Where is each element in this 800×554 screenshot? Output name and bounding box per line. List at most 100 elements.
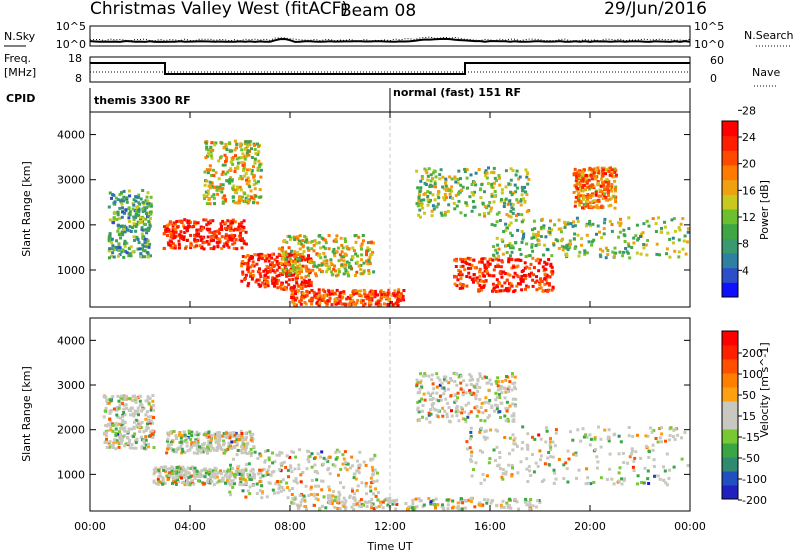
echo-cell xyxy=(464,201,468,205)
echo-cell xyxy=(309,258,313,262)
echo-cell xyxy=(494,459,498,463)
echo-cell xyxy=(127,397,131,401)
colorbar-swatch xyxy=(722,150,738,166)
echo-cell xyxy=(255,262,259,266)
echo-cell xyxy=(251,274,255,277)
echo-cell xyxy=(217,431,221,434)
echo-cell xyxy=(538,500,542,504)
echo-cell xyxy=(477,410,481,414)
echo-cell xyxy=(315,493,319,497)
echo-cell xyxy=(473,190,476,194)
echo-cell xyxy=(642,481,646,485)
echo-cell xyxy=(243,142,247,146)
echo-cell xyxy=(574,453,578,457)
echo-cell xyxy=(121,415,125,419)
echo-cell xyxy=(524,274,528,277)
echo-cell xyxy=(143,436,147,440)
x-tick-label: 00:00 xyxy=(74,520,106,533)
echo-cell xyxy=(242,469,246,473)
echo-cell xyxy=(574,185,578,189)
echo-cell xyxy=(137,422,141,426)
echo-cell xyxy=(265,257,269,260)
echo-cell xyxy=(573,247,577,250)
echo-cell xyxy=(602,232,606,236)
echo-cell xyxy=(249,469,253,473)
echo-cell xyxy=(539,454,543,458)
echo-cell xyxy=(264,284,268,288)
echo-cell xyxy=(470,278,474,282)
echo-cell xyxy=(105,446,109,449)
echo-cell xyxy=(291,487,294,490)
echo-cell xyxy=(285,271,289,275)
echo-cell xyxy=(305,289,309,293)
echo-cell xyxy=(552,241,556,245)
echo-cell xyxy=(356,254,359,258)
echo-cell xyxy=(322,259,326,263)
echo-cell xyxy=(627,244,631,248)
echo-cell xyxy=(641,231,645,235)
echo-cell xyxy=(187,471,191,475)
echo-cell xyxy=(114,447,118,451)
echo-cell xyxy=(493,195,497,198)
echo-cell xyxy=(505,287,509,291)
colorbar-swatch xyxy=(722,253,738,269)
echo-cell xyxy=(574,451,578,455)
echo-cell xyxy=(513,183,517,187)
echo-cell xyxy=(504,185,508,189)
echo-cell xyxy=(342,259,346,263)
echo-cell xyxy=(324,247,327,250)
echo-cell xyxy=(368,256,372,260)
echo-cell xyxy=(497,247,501,251)
echo-cell xyxy=(279,480,283,484)
echo-cell xyxy=(562,477,566,480)
echo-cell xyxy=(140,219,144,223)
echo-cell xyxy=(459,406,463,409)
echo-cell xyxy=(285,253,289,257)
echo-cell xyxy=(205,445,209,449)
velocity-colorbar-label: Velocity [m s^-1] xyxy=(758,342,771,437)
echo-cell xyxy=(429,408,433,411)
echo-cell xyxy=(299,302,303,306)
echo-cell xyxy=(238,227,242,231)
echo-cell xyxy=(569,222,573,226)
echo-cell xyxy=(200,469,204,473)
echo-cell xyxy=(358,450,362,454)
echo-cell xyxy=(496,285,499,289)
echo-cell xyxy=(588,443,592,447)
echo-cell xyxy=(286,496,290,500)
echo-cell xyxy=(600,166,604,170)
echo-cell xyxy=(335,274,338,278)
echo-cell xyxy=(348,299,352,303)
echo-cell xyxy=(205,227,209,231)
echo-cell xyxy=(248,168,252,172)
echo-cell xyxy=(354,477,358,481)
echo-cell xyxy=(148,210,152,214)
echo-cell xyxy=(102,395,106,399)
echo-cell xyxy=(333,291,337,295)
cpid-label: CPID xyxy=(6,92,35,105)
echo-cell xyxy=(183,218,187,222)
echo-cell xyxy=(144,435,148,439)
echo-cell xyxy=(615,173,618,177)
echo-cell xyxy=(258,468,262,472)
echo-cell xyxy=(618,466,622,470)
colorbar-tick-label: 4 xyxy=(742,264,749,277)
echo-cell xyxy=(133,439,137,443)
echo-cell xyxy=(123,398,127,401)
echo-cell xyxy=(224,160,227,163)
echo-cell xyxy=(544,440,548,444)
echo-cell xyxy=(325,259,329,263)
echo-cell xyxy=(132,203,136,207)
echo-cell xyxy=(228,181,232,185)
echo-cell xyxy=(126,228,130,232)
echo-cell xyxy=(515,284,519,288)
echo-cell xyxy=(574,171,578,175)
x-tick-label: 04:00 xyxy=(174,520,206,533)
echo-cell xyxy=(644,434,648,438)
echo-cell xyxy=(669,426,673,430)
echo-cell xyxy=(227,169,231,172)
echo-cell xyxy=(526,447,530,451)
echo-cell xyxy=(202,247,206,251)
echo-cell xyxy=(522,235,525,239)
echo-cell xyxy=(636,474,640,478)
